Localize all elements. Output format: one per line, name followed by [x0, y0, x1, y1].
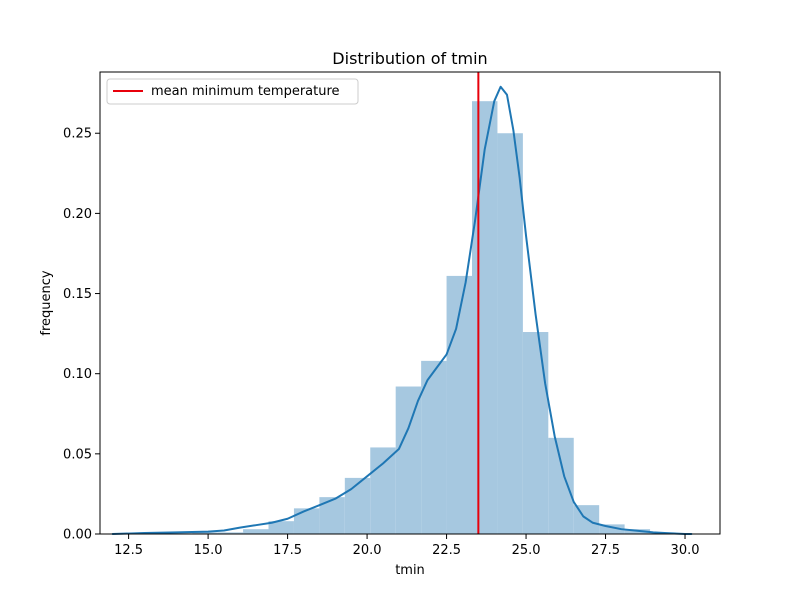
legend-box: [106, 78, 359, 105]
x-tick-label: 25.0: [512, 543, 541, 558]
y-axis-ticks: 0.00 0.05 0.10 0.15 0.20 0.25: [63, 127, 100, 543]
histogram-bar: [395, 386, 422, 534]
y-tick-label: 0.15: [63, 287, 92, 302]
histogram-bar: [522, 332, 549, 534]
histogram-bar: [446, 275, 472, 534]
histogram-bar: [599, 524, 625, 534]
histogram-bar: [293, 508, 320, 534]
histogram-bar: [497, 133, 523, 535]
kde-curve-group: [111, 85, 693, 535]
x-axis-ticks: 12.5 15.0 17.5 20.0 22.5 25.0 27.5 30.0: [114, 534, 700, 558]
y-tick-label: 0.20: [63, 207, 92, 222]
y-tick-label: 0.00: [63, 528, 92, 543]
histogram-bar: [192, 532, 218, 534]
y-axis-title: frequency: [39, 270, 54, 336]
histogram-bar: [217, 532, 244, 534]
x-tick-label: 22.5: [432, 543, 461, 558]
x-tick-label: 20.0: [353, 543, 382, 558]
legend-mean-label: mean minimum temperature: [151, 84, 340, 99]
histogram-bar: [268, 521, 294, 534]
histogram-bar: [370, 447, 396, 534]
plot-frame: [99, 71, 721, 535]
x-tick-label: 15.0: [194, 543, 223, 558]
x-axis-title: tmin: [395, 563, 425, 578]
histogram-bar: [344, 477, 371, 534]
histogram-bar: [243, 529, 269, 534]
legend: mean minimum temperature: [106, 78, 359, 105]
x-tick-label: 12.5: [114, 543, 143, 558]
histogram-bars: [141, 101, 676, 535]
x-tick-label: 30.0: [671, 543, 700, 558]
histogram-bar: [548, 437, 574, 534]
kde-curve: [111, 85, 693, 535]
y-tick-label: 0.10: [63, 367, 92, 382]
x-tick-label: 27.5: [591, 543, 620, 558]
histogram-bar: [421, 360, 447, 534]
y-tick-label: 0.25: [63, 127, 92, 142]
histogram-bar: [472, 101, 498, 535]
x-tick-label: 17.5: [273, 543, 302, 558]
chart-title: Distribution of tmin: [332, 49, 487, 68]
y-tick-label: 0.05: [63, 447, 92, 462]
